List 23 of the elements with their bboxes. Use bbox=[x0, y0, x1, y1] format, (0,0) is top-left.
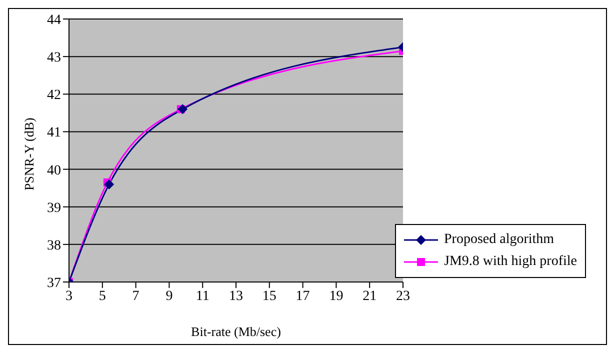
x-tick-label: 17 bbox=[296, 288, 310, 304]
y-tick-label: 42 bbox=[47, 88, 61, 104]
y-axis-title: PSNR-Y (dB) bbox=[22, 118, 37, 190]
y-tick-label: 40 bbox=[47, 163, 61, 178]
y-tick-label: 44 bbox=[47, 12, 61, 28]
y-tick-label: 39 bbox=[47, 200, 61, 216]
x-tick-label: 3 bbox=[66, 288, 72, 304]
x-tick-label: 13 bbox=[229, 288, 243, 304]
y-tick-label: 37 bbox=[47, 276, 61, 291]
x-tick-label: 15 bbox=[262, 288, 276, 304]
y-tick-label: 41 bbox=[47, 126, 61, 141]
y-tick-label: 38 bbox=[47, 238, 61, 254]
x-tick-label: 21 bbox=[362, 288, 377, 304]
x-tick-label: 23 bbox=[396, 288, 410, 304]
x-tick-label: 19 bbox=[329, 288, 344, 304]
x-tick-label: 5 bbox=[98, 288, 106, 304]
x-tick-label: 7 bbox=[132, 288, 140, 304]
legend-label: Proposed algorithm bbox=[444, 231, 554, 249]
x-tick-label: 9 bbox=[166, 288, 173, 304]
x-tick-label: 11 bbox=[196, 288, 210, 304]
legend-label: JM9.8 with high profile bbox=[444, 253, 577, 271]
x-axis-title: Bit-rate (Mb/sec) bbox=[191, 324, 281, 339]
y-tick-label: 43 bbox=[47, 50, 61, 66]
